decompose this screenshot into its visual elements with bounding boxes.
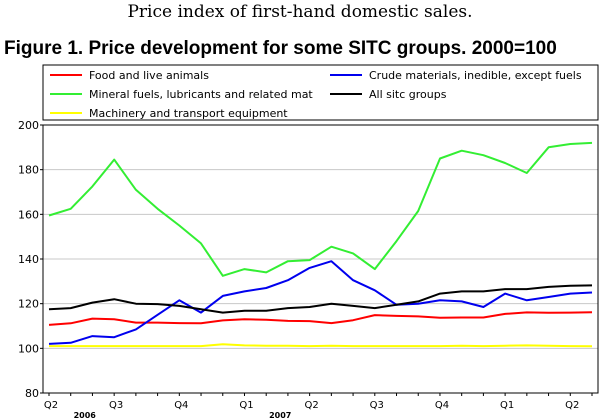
legend-label: Machinery and transport equipment — [89, 107, 288, 120]
x-year-label: 2007 — [269, 411, 291, 420]
series-line — [48, 311, 593, 326]
legend-label: Food and live animals — [89, 69, 209, 82]
y-tick-label: 80 — [25, 387, 39, 400]
grid — [43, 169, 598, 349]
legend: Food and live animals Mineral fuels, lubr… — [50, 69, 582, 120]
x-tick-label: Q2 — [305, 400, 319, 411]
series-line — [48, 141, 593, 277]
legend-box — [42, 64, 599, 121]
page-title: Price index of first-hand domestic sales… — [127, 2, 473, 22]
y-tick-label: 160 — [18, 208, 39, 221]
series-line — [49, 343, 593, 348]
x-tick-label: Q3 — [109, 400, 123, 411]
legend-label: Mineral fuels, lubricants and related ma… — [89, 88, 313, 101]
series-line — [48, 284, 593, 314]
y-tick-label: 100 — [18, 342, 39, 355]
x-tick-label: Q1 — [239, 400, 253, 411]
x-tick-label: Q4 — [174, 400, 188, 411]
x-axis-ticks: Q2 Q3 Q4 Q1 Q2 Q3 Q4 Q1 Q2 2006 2007 — [44, 393, 593, 420]
y-tick-label: 140 — [18, 253, 39, 266]
y-tick-label: 180 — [18, 164, 39, 177]
x-tick-label: Q1 — [500, 400, 514, 411]
y-axis-ticks: 80 100 120 140 160 180 200 — [18, 119, 43, 400]
x-year-label: 2006 — [74, 411, 97, 420]
x-tick-label: Q3 — [370, 400, 384, 411]
legend-label: Crude materials, inedible, except fuels — [369, 69, 582, 82]
x-tick-label: Q2 — [44, 400, 58, 411]
y-tick-label: 200 — [18, 119, 39, 132]
series-line — [48, 260, 593, 345]
y-tick-label: 120 — [18, 298, 39, 311]
legend-label: All sitc groups — [369, 88, 447, 101]
x-tick-label: Q2 — [565, 400, 579, 411]
series-lines — [48, 141, 593, 348]
x-tick-label: Q4 — [435, 400, 449, 411]
figure-title: Figure 1. Price development for some SIT… — [4, 38, 557, 59]
